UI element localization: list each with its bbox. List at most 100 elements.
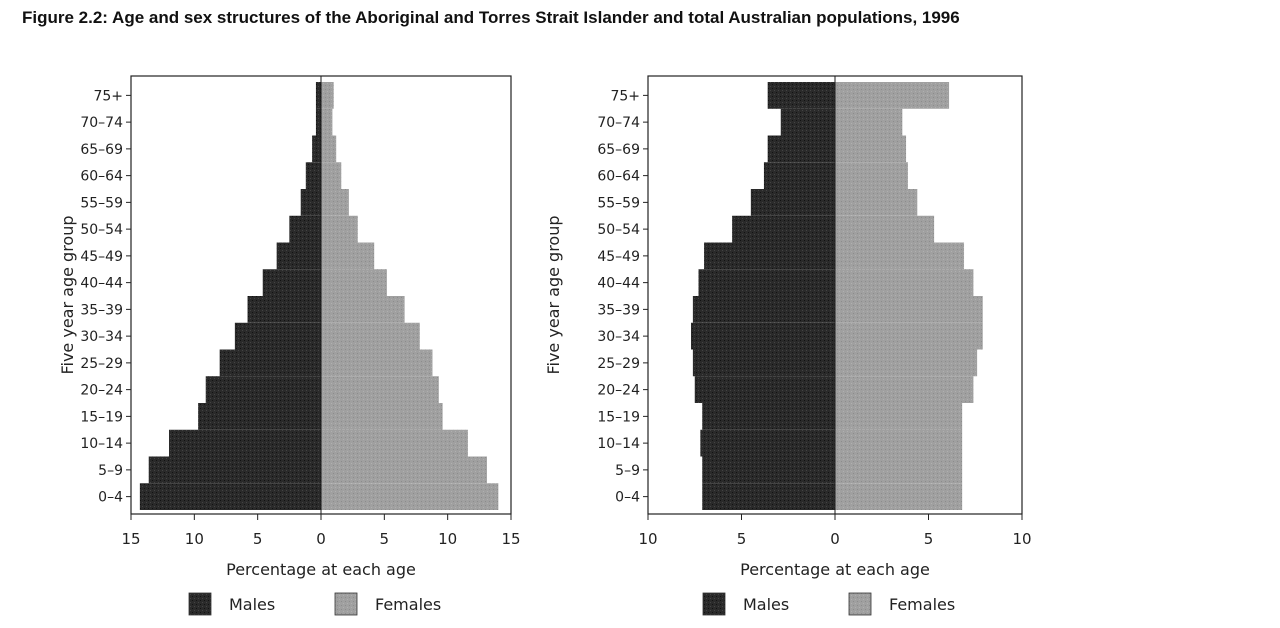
bar-female-2 [321,429,468,457]
bar-female-10 [321,215,358,243]
bar-female-11 [835,189,918,216]
y-tick-label: 65–69 [597,142,640,158]
y-tick-label: 20–24 [597,383,640,399]
bar-male-11 [300,189,321,216]
bar-female-9 [321,242,375,270]
bar-male-9 [276,242,321,270]
bar-male-10 [732,215,835,243]
legend-females-label: Females [889,595,955,614]
bar-male-5 [692,349,835,377]
bar-female-3 [321,403,443,430]
bar-female-10 [835,215,935,243]
bar-female-14 [835,108,903,136]
y-tick-label: 65–69 [80,142,123,158]
legend-males-swatch [188,592,212,616]
y-tick-label: 25–29 [80,356,123,372]
bar-male-3 [702,403,835,430]
figure-title: Figure 2.2: Age and sex structures of th… [22,8,960,27]
legend-males: Males [702,592,789,616]
bar-male-14 [780,108,835,136]
pyramid-chart-1: 0–4 5–9 10–14 15–19 20–24 25–29 30–34 35–39 40–4… [58,75,521,616]
y-tick-label: 0–4 [615,490,640,506]
bar-male-0 [139,483,321,510]
legend-males: Males [188,592,275,616]
y-tick-label: 50–54 [597,222,640,238]
legend-males-label: Males [743,595,789,614]
y-axis-label: Five year age group [58,215,77,374]
bar-female-1 [321,456,487,484]
bar-male-7 [692,296,835,323]
bar-female-5 [321,349,433,377]
bar-female-3 [835,403,963,430]
bar-female-12 [321,162,342,189]
bar-female-14 [321,108,333,136]
y-tick-label: 15–19 [80,409,123,425]
bar-female-6 [835,322,983,350]
bar-female-7 [321,296,405,323]
y-tick-label: 55–59 [80,195,123,211]
bar-female-1 [835,456,963,484]
y-tick-label: 5–9 [98,463,123,479]
pyramid-chart-2: 0–4 5–9 10–14 15–19 20–24 25–29 30–34 35–39 40–4… [544,75,1032,616]
y-tick-label: 45–49 [597,249,640,265]
bar-female-11 [321,189,349,216]
x-tick-label: 10 [438,530,457,548]
x-tick-label: 5 [253,530,263,548]
bar-male-6 [234,322,321,350]
y-tick-label: 40–44 [597,276,640,292]
legend-females-label: Females [375,595,441,614]
bar-male-9 [704,242,835,270]
x-tick-label: 0 [830,530,840,548]
x-tick-label: 10 [185,530,204,548]
bar-male-10 [289,215,321,243]
x-tick-label: 10 [638,530,657,548]
bar-female-0 [321,483,499,510]
y-tick-label: 70–74 [597,115,640,131]
bar-male-2 [169,429,321,457]
y-tick-label: 5–9 [615,463,640,479]
bar-male-1 [148,456,321,484]
bar-female-6 [321,322,420,350]
y-tick-label: 25–29 [597,356,640,372]
y-tick-label: 45–49 [80,249,123,265]
bar-female-4 [835,376,974,403]
y-tick-label: 30–34 [597,329,640,345]
legend-females: Females [334,592,441,616]
legend-females-swatch [334,592,358,616]
y-tick-label: 75+ [610,88,640,104]
y-tick-label: 35–39 [80,302,123,318]
bar-male-6 [691,322,835,350]
bar-female-5 [835,349,978,377]
bar-male-0 [702,483,835,510]
bar-male-4 [205,376,321,403]
bar-female-7 [835,296,983,323]
x-axis-label: Percentage at each age [740,560,930,579]
x-tick-label: 10 [1012,530,1031,548]
y-tick-label: 0–4 [98,490,123,506]
bar-male-8 [698,269,835,296]
bar-female-15 [835,82,950,109]
legend-males-label: Males [229,595,275,614]
bar-male-2 [700,429,835,457]
y-tick-label: 75+ [93,88,123,104]
bar-male-15 [767,82,835,109]
bar-female-15 [321,82,334,109]
bar-female-13 [835,135,907,163]
bar-male-14 [315,108,321,136]
legend-females-swatch [848,592,872,616]
bar-male-13 [767,135,835,163]
y-tick-label: 10–14 [597,436,640,452]
bar-male-13 [312,135,321,163]
y-tick-label: 35–39 [597,302,640,318]
y-tick-label: 10–14 [80,436,123,452]
legend-females: Females [848,592,955,616]
bar-male-11 [750,189,835,216]
bar-female-8 [835,269,974,296]
bar-female-13 [321,135,337,163]
bar-male-12 [305,162,321,189]
bar-female-9 [835,242,965,270]
y-tick-label: 40–44 [80,276,123,292]
x-axis-label: Percentage at each age [226,560,416,579]
y-tick-label: 20–24 [80,383,123,399]
